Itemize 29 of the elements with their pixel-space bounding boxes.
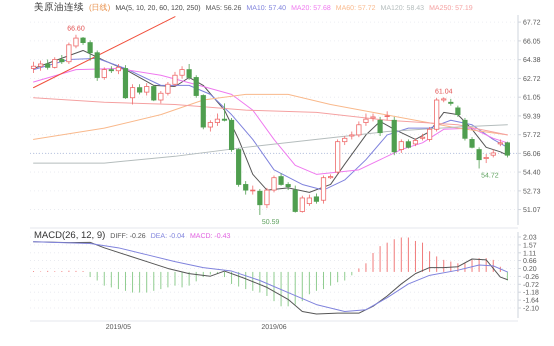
candlestick <box>214 113 220 126</box>
candlestick <box>30 61 36 74</box>
candlestick <box>377 116 383 136</box>
chart-title: MACD(26, 12, 9) <box>34 230 106 241</box>
candlestick <box>179 66 185 80</box>
candlestick <box>122 64 128 100</box>
candlestick <box>116 64 121 75</box>
candlestick <box>165 82 171 96</box>
candlestick <box>286 182 291 190</box>
candlestick <box>271 175 277 193</box>
candlestick <box>363 113 369 126</box>
candlestick <box>130 84 136 105</box>
candlestick <box>504 141 510 158</box>
chart-subtitle: (日线) <box>89 3 111 12</box>
candlestick <box>455 105 460 118</box>
candlestick <box>469 136 475 149</box>
candlestick <box>406 139 411 149</box>
candlestick <box>172 71 178 87</box>
candlestick <box>257 188 262 216</box>
candlestick <box>66 42 72 64</box>
candlestick <box>306 194 312 206</box>
candlestick <box>462 118 468 141</box>
chart-title: 美原油连续 <box>34 1 84 13</box>
candlestick <box>320 175 326 204</box>
line-series <box>33 124 508 164</box>
candlestick <box>137 84 142 95</box>
candlestick <box>38 60 44 72</box>
candlestick <box>228 118 234 152</box>
candlestick <box>370 113 376 122</box>
